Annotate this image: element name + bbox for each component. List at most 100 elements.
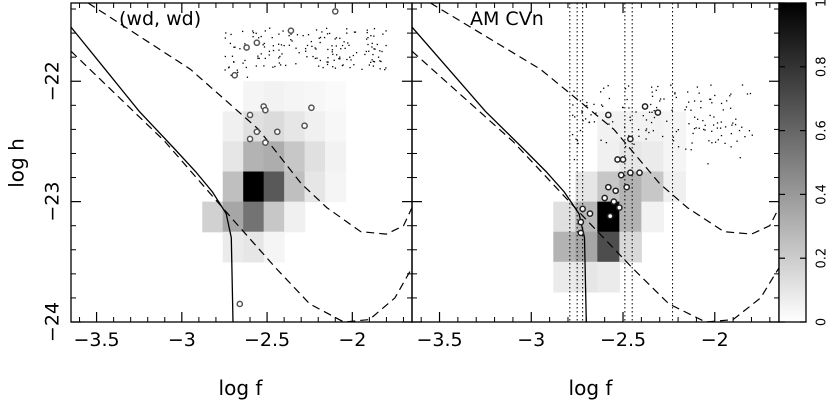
model-dot bbox=[663, 98, 665, 100]
observed-system bbox=[246, 135, 254, 143]
model-dot bbox=[714, 141, 717, 143]
colorbar-scale bbox=[778, 2, 807, 323]
model-dot bbox=[693, 100, 696, 102]
model-dot bbox=[720, 102, 723, 105]
model-dot bbox=[724, 142, 726, 144]
model-dot bbox=[246, 76, 249, 78]
model-dot bbox=[367, 36, 369, 39]
model-dot bbox=[331, 45, 333, 47]
heatmap-cell bbox=[304, 171, 326, 203]
model-dot bbox=[349, 66, 351, 69]
observed-system bbox=[623, 183, 631, 191]
model-dot bbox=[365, 50, 368, 53]
observed-system bbox=[273, 128, 281, 136]
model-dot bbox=[234, 46, 236, 48]
model-dot bbox=[323, 36, 326, 39]
observed-system bbox=[253, 39, 261, 47]
heatmap-cell bbox=[597, 231, 620, 263]
model-dot bbox=[319, 41, 321, 44]
model-dot bbox=[695, 127, 697, 129]
model-dot bbox=[648, 131, 650, 134]
model-dot bbox=[595, 112, 597, 114]
model-dots bbox=[571, 84, 753, 165]
heatmap-cell bbox=[575, 261, 598, 293]
model-dot bbox=[349, 56, 351, 58]
model-dot bbox=[278, 49, 280, 51]
heatmap-cell bbox=[263, 81, 285, 112]
model-dot bbox=[295, 63, 297, 65]
model-dot bbox=[648, 111, 651, 113]
observed-system bbox=[579, 205, 587, 213]
model-dot bbox=[677, 129, 680, 131]
model-dot bbox=[252, 30, 254, 32]
model-dot bbox=[257, 57, 259, 59]
model-dot bbox=[650, 86, 653, 88]
heatmap-cell bbox=[641, 141, 664, 173]
model-dot bbox=[651, 91, 653, 93]
model-dot bbox=[741, 84, 744, 86]
heatmap-cell bbox=[663, 111, 687, 143]
model-dot bbox=[624, 88, 627, 90]
model-dot bbox=[348, 44, 350, 47]
model-dot bbox=[307, 34, 310, 36]
heatmap-cell bbox=[263, 231, 285, 263]
model-dot bbox=[376, 43, 378, 46]
model-dot bbox=[379, 68, 381, 70]
model-dot bbox=[677, 146, 680, 148]
heatmap-cell bbox=[243, 111, 265, 143]
model-dot bbox=[684, 109, 686, 111]
model-dot bbox=[268, 54, 270, 56]
model-dot bbox=[626, 98, 628, 101]
model-dot bbox=[650, 121, 653, 124]
observed-system bbox=[641, 103, 649, 110]
heatmap-cell bbox=[597, 261, 620, 293]
observed-system bbox=[236, 300, 244, 308]
panel-plot-area bbox=[71, 3, 412, 322]
colorbar-tick-label: 0.6 bbox=[815, 120, 830, 141]
heatmap-cell bbox=[263, 171, 285, 203]
observed-system bbox=[246, 111, 254, 119]
model-dot bbox=[314, 47, 316, 49]
model-dot bbox=[333, 59, 335, 62]
model-dot bbox=[385, 67, 387, 69]
panel-2: −3.5 −3 −2.5 −2 AM CVn log f bbox=[411, 2, 780, 400]
model-dot bbox=[703, 128, 705, 131]
heatmap-cell bbox=[263, 111, 285, 143]
heatmap-cell bbox=[575, 171, 598, 203]
model-dot bbox=[316, 57, 318, 59]
y-tick-label: −22 bbox=[42, 61, 64, 101]
model-dot bbox=[675, 130, 678, 133]
model-dot bbox=[268, 50, 271, 52]
observed-system bbox=[231, 71, 239, 79]
model-dot bbox=[244, 59, 246, 62]
model-dot bbox=[744, 136, 746, 138]
model-dot bbox=[322, 66, 324, 69]
model-dot bbox=[365, 38, 368, 40]
heatmap-cell bbox=[325, 81, 347, 112]
model-dot bbox=[290, 33, 292, 35]
model-dot bbox=[730, 93, 732, 95]
model-dot bbox=[690, 149, 692, 151]
model-dot bbox=[675, 96, 677, 99]
model-dot bbox=[227, 67, 230, 69]
observed-system bbox=[301, 122, 308, 130]
model-dot bbox=[314, 57, 317, 60]
model-dot bbox=[347, 42, 349, 44]
model-dot bbox=[741, 126, 743, 128]
model-dot bbox=[340, 48, 342, 50]
model-dot bbox=[720, 121, 722, 123]
model-dot bbox=[635, 111, 637, 113]
observed-system bbox=[243, 44, 250, 51]
heatmap-cell bbox=[641, 171, 664, 203]
model-dot bbox=[279, 64, 282, 66]
model-dot bbox=[230, 74, 232, 76]
model-dot bbox=[714, 94, 716, 97]
model-dot bbox=[584, 118, 587, 120]
model-dot bbox=[656, 106, 658, 109]
observed-system bbox=[262, 139, 269, 146]
model-dot bbox=[608, 123, 610, 125]
model-dot bbox=[704, 129, 706, 131]
model-dot bbox=[339, 58, 341, 60]
model-dot bbox=[579, 100, 582, 102]
model-dot bbox=[346, 58, 348, 61]
